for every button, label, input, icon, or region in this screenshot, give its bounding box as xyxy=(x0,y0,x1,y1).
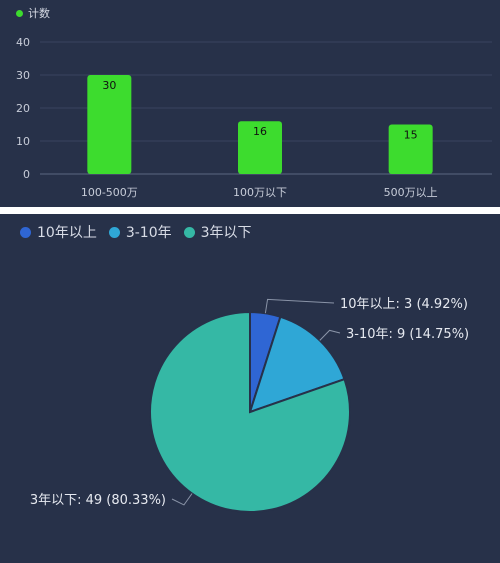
pie-legend-item[interactable]: 3-10年 xyxy=(108,222,172,242)
y-tick-label: 20 xyxy=(16,102,30,115)
legend-dot-icon xyxy=(183,226,195,238)
bar xyxy=(388,124,433,174)
bar xyxy=(87,75,132,174)
y-tick-label: 0 xyxy=(23,168,30,181)
bar-value-label: 15 xyxy=(404,129,418,142)
pie-chart-panel: 10年以上 3-10年 3年以下 10年以上: 3 (4.92%) 3-10年: … xyxy=(0,214,500,563)
legend-dot-icon xyxy=(108,226,120,238)
y-tick-label: 30 xyxy=(16,69,30,82)
pie-slice xyxy=(149,310,351,513)
pie-legend-label: 3-10年 xyxy=(125,225,172,241)
x-tick-label: 500万以上 xyxy=(384,186,438,199)
bar-chart: 0 10 20 30 40 30 100-500万 16 100万以下 15 500万以上 xyxy=(16,36,492,199)
x-tick-label: 100万以下 xyxy=(233,186,287,199)
legend-dot-icon xyxy=(20,226,31,238)
slice-label: 10年以上: 3 (4.92%) xyxy=(340,297,468,312)
y-tick-label: 40 xyxy=(16,36,30,49)
bar-legend-label: 计数 xyxy=(28,7,50,20)
pie-legend-label: 10年以上 xyxy=(37,225,97,241)
label-leader-line xyxy=(171,493,193,506)
y-tick-label: 10 xyxy=(16,135,30,148)
legend-dot-icon xyxy=(16,9,23,17)
pie-chart: 10年以上: 3 (4.92%) 3-10年: 9 (14.75%) 3年以下: 4… xyxy=(30,297,469,513)
bar-value-label: 16 xyxy=(253,125,267,138)
x-tick-label: 100-500万 xyxy=(81,186,138,199)
bar-value-label: 30 xyxy=(102,79,116,92)
label-leader-line xyxy=(319,329,341,341)
label-leader-line xyxy=(264,298,335,314)
pie-legend: 10年以上 3-10年 3年以下 xyxy=(20,222,264,242)
bar xyxy=(238,121,282,174)
pie-legend-label: 3年以下 xyxy=(200,225,252,241)
bar-chart-panel: 计数 0 10 20 30 40 30 100-500万 16 100万以下 15 500万以上 xyxy=(0,0,500,207)
pie-legend-item[interactable]: 10年以上 xyxy=(20,222,97,242)
bar-legend[interactable]: 计数 xyxy=(16,5,50,21)
slice-label: 3年以下: 49 (80.33%) xyxy=(30,493,166,508)
pie-legend-item[interactable]: 3年以下 xyxy=(183,222,252,242)
slice-label: 3-10年: 9 (14.75%) xyxy=(346,327,469,342)
